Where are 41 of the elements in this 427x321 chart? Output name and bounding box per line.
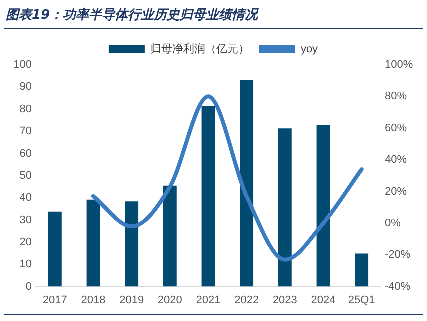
y2-tick-label: 0%: [385, 217, 402, 230]
x-tick-label: 2020: [158, 294, 182, 306]
legend-label: yoy: [300, 44, 319, 56]
bar: [240, 80, 254, 287]
y-tick-label: 40: [20, 192, 32, 204]
y2-tick-label: -20%: [385, 249, 411, 262]
line-series: [92, 94, 364, 262]
x-tick-label: 2024: [311, 294, 336, 306]
x-tick-label: 2022: [234, 294, 260, 306]
x-tick-label: 2023: [272, 294, 298, 306]
y-tick-label: 50: [20, 170, 32, 182]
y-tick-label: 0: [26, 280, 32, 293]
y2-tick-label: 60%: [385, 122, 408, 134]
y-tick-label: 20: [20, 236, 32, 248]
y-tick-label: 10: [20, 258, 32, 271]
x-tick-label: 25Q1: [348, 294, 376, 306]
y-tick-label: 80: [20, 103, 32, 116]
bar: [355, 254, 369, 287]
y-tick-label: 70: [20, 126, 32, 138]
bar: [202, 106, 216, 287]
y2-tick-label: -40%: [385, 280, 411, 293]
y2-tick-label: 20%: [385, 186, 408, 198]
y2-tick-label: 80%: [385, 90, 408, 103]
x-tick-label: 2019: [120, 294, 144, 306]
bar: [125, 202, 139, 287]
x-tick-label: 2017: [42, 294, 68, 306]
y-tick-label: 90: [20, 81, 32, 94]
y2-tick-label: 100%: [385, 59, 414, 72]
bar: [316, 125, 330, 287]
x-tick-label: 2021: [196, 294, 221, 306]
y2-tick-label: 40%: [385, 154, 408, 166]
bar: [163, 186, 177, 287]
legend-label: 归母净利润（亿元）: [150, 42, 250, 56]
x-tick-label: 2018: [81, 294, 106, 306]
bar: [278, 128, 292, 287]
y-tick-label: 100: [14, 59, 32, 72]
bar: [48, 212, 62, 287]
y-tick-label: 30: [20, 214, 32, 226]
y-tick-label: 60: [20, 148, 32, 160]
chart-title: 图表19：功率半导体行业历史归母业绩情况: [6, 6, 258, 24]
bar: [86, 200, 100, 287]
